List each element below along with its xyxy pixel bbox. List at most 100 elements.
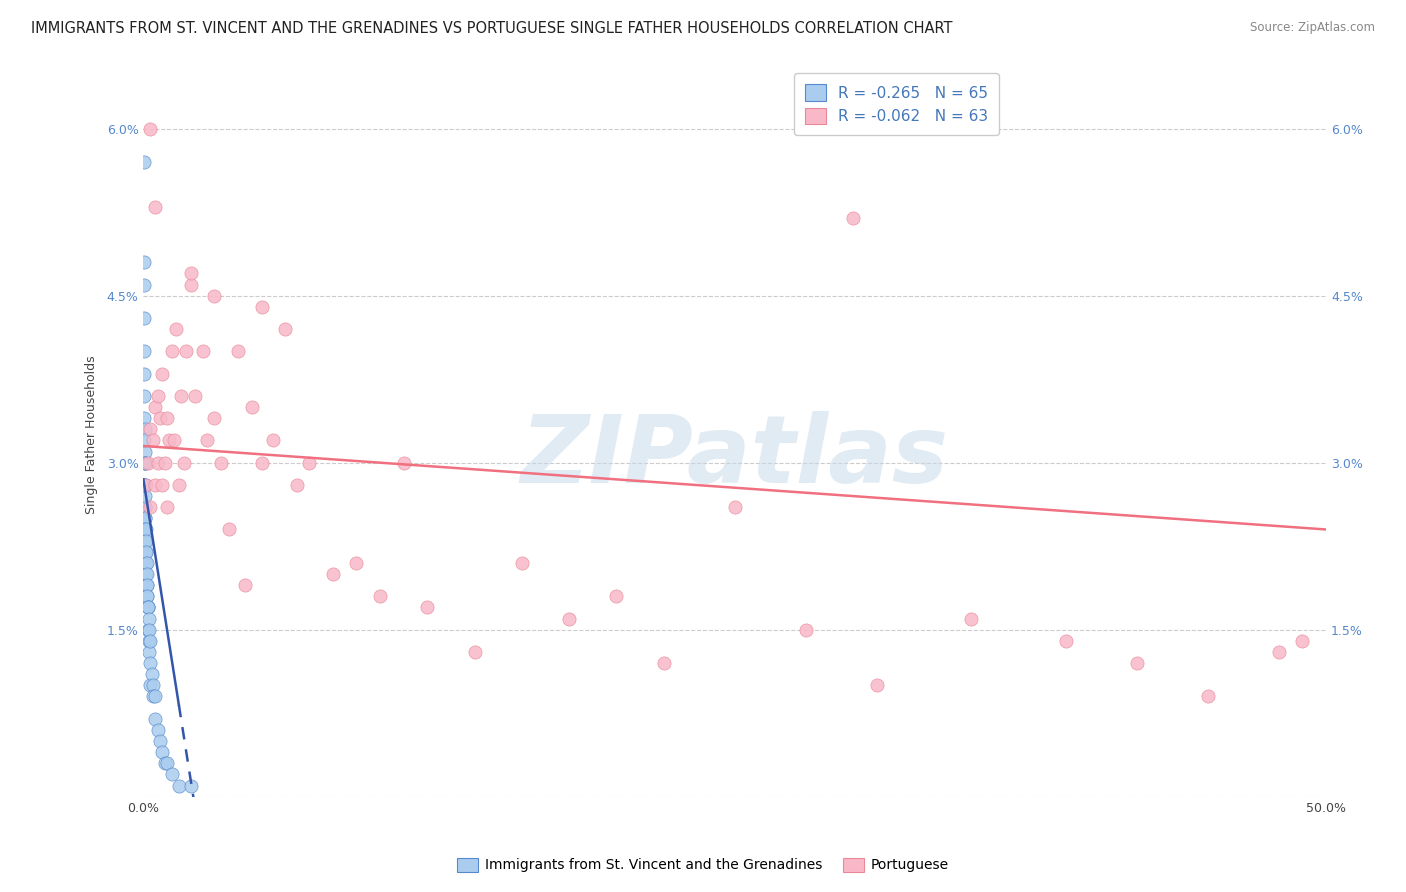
Point xyxy=(138,623,160,637)
Point xyxy=(135,578,157,592)
Point xyxy=(240,400,263,414)
Point xyxy=(150,745,173,759)
Point xyxy=(135,545,157,559)
Point xyxy=(134,422,156,436)
Point xyxy=(464,645,486,659)
Point xyxy=(166,322,188,336)
Point xyxy=(134,456,156,470)
Point xyxy=(156,411,179,425)
Point xyxy=(138,633,160,648)
Point xyxy=(139,422,162,436)
Point xyxy=(191,344,214,359)
Point xyxy=(156,500,179,515)
Point xyxy=(138,611,160,625)
Point xyxy=(202,411,225,425)
Point xyxy=(150,478,173,492)
Point xyxy=(1054,633,1077,648)
Point xyxy=(218,523,240,537)
Point xyxy=(263,434,285,448)
Point xyxy=(134,456,156,470)
Point xyxy=(134,411,156,425)
Point xyxy=(153,756,176,771)
Point xyxy=(132,277,155,292)
Point xyxy=(136,456,159,470)
Point xyxy=(160,344,183,359)
Point xyxy=(724,500,747,515)
Point xyxy=(605,589,627,603)
Point xyxy=(134,389,156,403)
Point xyxy=(135,523,157,537)
Point xyxy=(322,567,344,582)
Point xyxy=(274,322,297,336)
Point xyxy=(153,456,176,470)
Point xyxy=(136,600,159,615)
Point xyxy=(132,155,155,169)
Point xyxy=(226,344,249,359)
Point xyxy=(135,567,157,582)
Point xyxy=(510,556,533,570)
Point xyxy=(135,567,157,582)
Point xyxy=(163,434,186,448)
Point xyxy=(143,478,166,492)
Point xyxy=(134,511,156,525)
Point xyxy=(146,723,169,737)
Point xyxy=(139,656,162,670)
Point xyxy=(139,633,162,648)
Point xyxy=(139,678,162,692)
Point xyxy=(138,645,160,659)
Point xyxy=(135,478,157,492)
Point xyxy=(132,367,155,381)
Point xyxy=(149,411,172,425)
Point xyxy=(135,556,157,570)
Point xyxy=(1197,690,1219,704)
Point xyxy=(135,556,157,570)
Point xyxy=(157,434,180,448)
Legend: Immigrants from St. Vincent and the Grenadines, Portuguese: Immigrants from St. Vincent and the Gren… xyxy=(451,852,955,878)
Point xyxy=(368,589,391,603)
Point xyxy=(135,589,157,603)
Point xyxy=(142,434,165,448)
Point xyxy=(285,478,308,492)
Text: Source: ZipAtlas.com: Source: ZipAtlas.com xyxy=(1250,21,1375,35)
Point xyxy=(136,623,159,637)
Point xyxy=(146,389,169,403)
Point xyxy=(558,611,581,625)
Text: IMMIGRANTS FROM ST. VINCENT AND THE GRENADINES VS PORTUGUESE SINGLE FATHER HOUSE: IMMIGRANTS FROM ST. VINCENT AND THE GREN… xyxy=(31,21,952,37)
Point xyxy=(135,556,157,570)
Point xyxy=(298,456,321,470)
Point xyxy=(135,578,157,592)
Point xyxy=(142,690,165,704)
Point xyxy=(170,389,193,403)
Point xyxy=(136,589,159,603)
Point xyxy=(134,478,156,492)
Point xyxy=(184,389,207,403)
Point xyxy=(132,434,155,448)
Point xyxy=(134,523,156,537)
Point xyxy=(141,667,163,681)
Point xyxy=(134,489,156,503)
Point xyxy=(134,500,156,515)
Point xyxy=(146,456,169,470)
Point xyxy=(1126,656,1149,670)
Point xyxy=(136,600,159,615)
Point xyxy=(134,444,156,458)
Point xyxy=(195,434,218,448)
Point xyxy=(143,690,166,704)
Point xyxy=(416,600,439,615)
Point xyxy=(1291,633,1313,648)
Point xyxy=(134,500,156,515)
Point xyxy=(132,310,155,325)
Point xyxy=(174,344,197,359)
Point xyxy=(250,456,273,470)
Point xyxy=(134,478,156,492)
Point xyxy=(233,578,256,592)
Point xyxy=(180,779,202,793)
Text: ZIPatlas: ZIPatlas xyxy=(520,410,949,502)
Point xyxy=(794,623,817,637)
Point xyxy=(167,478,190,492)
Y-axis label: Single Father Households: Single Father Households xyxy=(86,356,98,514)
Legend: R = -0.265   N = 65, R = -0.062   N = 63: R = -0.265 N = 65, R = -0.062 N = 63 xyxy=(794,73,1000,135)
Point xyxy=(842,211,865,225)
Point xyxy=(136,600,159,615)
Point xyxy=(143,200,166,214)
